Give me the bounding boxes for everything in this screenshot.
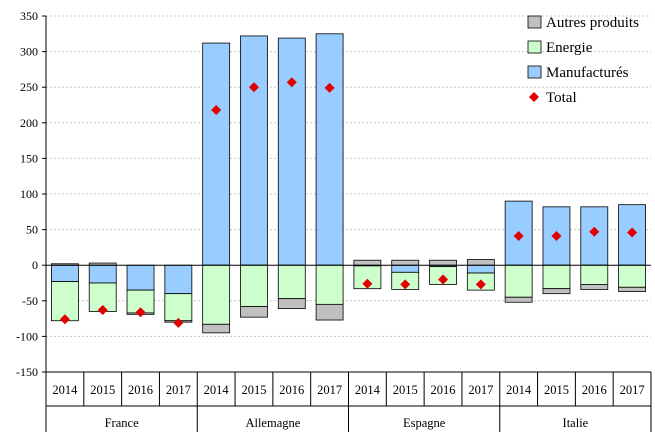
bar-segment (164, 293, 193, 322)
bar-segment (88, 264, 117, 284)
bar-segment (429, 259, 457, 266)
total-marker (248, 82, 259, 93)
year-label: 2015 (90, 383, 115, 397)
bar-segment (277, 298, 306, 310)
legend-label: Energie (546, 40, 593, 56)
y-tick-label: 300 (20, 45, 38, 59)
bar-segment (240, 264, 268, 307)
total-marker (97, 305, 108, 316)
legend-marker-total (529, 92, 539, 102)
year-label: 2017 (468, 383, 493, 397)
bar-segment (202, 323, 231, 334)
bar-segment (240, 35, 268, 266)
bar-segment (466, 264, 495, 274)
y-tick-label: -150 (16, 365, 38, 379)
legend-label: Autres produits (546, 15, 639, 31)
bar-segment (240, 306, 268, 318)
total-marker (362, 278, 373, 289)
bar-segment (391, 259, 420, 266)
total-marker (513, 231, 524, 242)
bars (51, 33, 646, 334)
legend-swatch (527, 65, 542, 79)
total-marker (551, 231, 562, 242)
y-tick-label: 100 (20, 187, 38, 201)
year-label: 2014 (204, 383, 230, 397)
total-marker (400, 279, 411, 290)
y-tick-label: 0 (32, 258, 38, 272)
bar-segment (504, 264, 533, 298)
bar-segment (542, 264, 571, 290)
total-marker (59, 314, 70, 325)
legend-swatch (527, 15, 542, 29)
y-tick-label: -50 (22, 294, 38, 308)
bar-segment (618, 264, 646, 288)
legend-label: Total (546, 90, 577, 106)
year-label: 2015 (544, 383, 569, 397)
bar-segment (315, 303, 344, 321)
bar-segment (466, 259, 495, 266)
year-label: 2015 (241, 383, 266, 397)
bar-segment (126, 264, 155, 291)
total-marker (475, 279, 486, 290)
total-marker (438, 274, 449, 285)
year-label: 2014 (506, 383, 532, 397)
y-tick-label: 50 (26, 223, 38, 237)
year-label: 2016 (431, 383, 456, 397)
bar-segment (504, 296, 533, 303)
legend-swatch (527, 40, 542, 54)
bar-segment (202, 42, 231, 266)
y-tick-label: -100 (16, 329, 38, 343)
year-label: 2017 (166, 383, 191, 397)
country-label: France (105, 416, 139, 430)
bar-segment (353, 259, 382, 266)
total-marker (324, 82, 335, 93)
total-marker (135, 307, 146, 318)
y-tick-label: 250 (20, 80, 38, 94)
legend-label: Manufacturés (546, 65, 629, 81)
country-label: Allemagne (245, 416, 300, 430)
axes: -150 -100 -50 0 50 100 150 200 250 300 350 2014 2015… (16, 9, 652, 432)
bar-segment (315, 264, 344, 305)
year-label: 2014 (355, 383, 381, 397)
legend: Autres produits Energie Manufacturés Total (527, 15, 639, 106)
bar-segment (51, 264, 79, 282)
bar-segment (618, 286, 646, 292)
y-tick-label: 200 (20, 116, 38, 130)
total-markers (59, 77, 638, 328)
y-tick-label: 350 (20, 9, 38, 23)
year-label: 2016 (582, 383, 607, 397)
bar-segment (580, 264, 609, 285)
total-marker (211, 104, 222, 115)
y-tick-label: 150 (20, 151, 38, 165)
bar-segment (202, 264, 231, 325)
bar-segment (391, 264, 420, 273)
year-label: 2017 (620, 383, 645, 397)
bar-segment (315, 33, 344, 266)
bar-segment (542, 288, 571, 295)
bar-segment (277, 264, 306, 300)
year-label: 2016 (279, 383, 304, 397)
year-label: 2015 (393, 383, 418, 397)
bar-segment (277, 37, 306, 266)
total-marker (627, 227, 638, 238)
total-marker (589, 226, 600, 237)
total-marker (173, 317, 184, 328)
year-label: 2014 (52, 383, 78, 397)
year-label: 2017 (317, 383, 342, 397)
country-label: Espagne (403, 416, 446, 430)
total-marker (286, 77, 297, 88)
country-label: Italie (563, 416, 589, 430)
year-label: 2016 (128, 383, 153, 397)
bar-segment (164, 264, 193, 295)
bar-segment (580, 284, 609, 290)
